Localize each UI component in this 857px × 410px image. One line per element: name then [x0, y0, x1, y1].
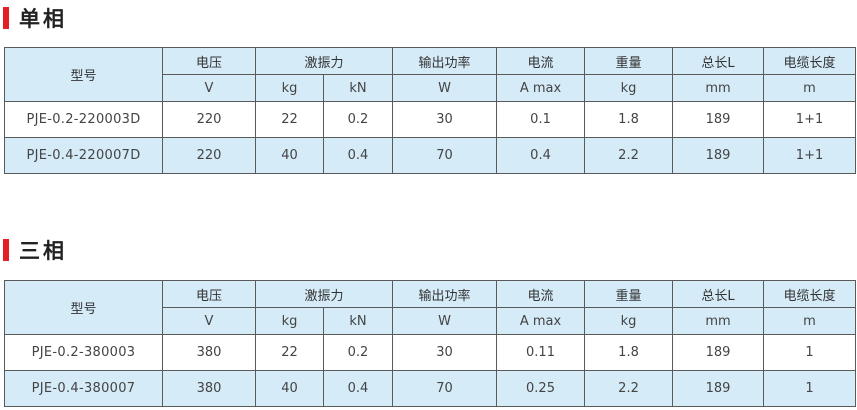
unit-cell: kg	[584, 74, 674, 102]
unit-cell: V	[162, 307, 256, 335]
value-cell: 0.4	[322, 370, 394, 407]
value-cell: 189	[672, 370, 765, 407]
value-cell: 220	[162, 101, 256, 138]
value-cell: 380	[162, 370, 256, 407]
value-cell: 22	[255, 101, 324, 138]
value-cell: 2.2	[584, 137, 674, 174]
model-cell: PJE-0.4-380007	[4, 370, 163, 407]
value-cell: 40	[255, 137, 324, 174]
value-cell: 70	[392, 370, 498, 407]
table-row: PJE-0.4-380007 380 40 0.4 70 0.25 2.2 189 1	[4, 370, 857, 407]
unit-cell: kg	[584, 307, 674, 335]
table-row: PJE-0.2-380003 380 22 0.2 30 0.11 1.8 189 1	[4, 334, 857, 371]
value-cell: 0.2	[322, 334, 394, 371]
header-model: 型号	[4, 280, 163, 335]
model-cell: PJE-0.2-380003	[4, 334, 163, 371]
value-cell: 40	[255, 370, 324, 407]
value-cell: 1	[763, 370, 857, 407]
value-cell: 1.8	[584, 334, 674, 371]
header-row: 型号 电压 激振力 输出功率 电流 重量 总长L 电缆长度	[4, 47, 857, 102]
value-cell: 0.4	[496, 137, 586, 174]
unit-cell: m	[763, 74, 857, 102]
header-current: 电流	[496, 47, 586, 75]
unit-cell: W	[392, 74, 498, 102]
value-cell: 220	[162, 137, 256, 174]
header-length: 总长L	[672, 280, 765, 308]
header-weight: 重量	[584, 47, 674, 75]
header-force: 激振力	[254, 280, 394, 308]
value-cell: 0.1	[496, 101, 586, 138]
value-cell: 0.4	[322, 137, 394, 174]
header-current: 电流	[496, 280, 586, 308]
unit-cell: mm	[672, 307, 765, 335]
value-cell: 2.2	[584, 370, 674, 407]
header-length: 总长L	[672, 47, 765, 75]
header-weight: 重量	[584, 280, 674, 308]
unit-cell: V	[162, 74, 256, 102]
unit-cell: W	[392, 307, 498, 335]
value-cell: 189	[672, 137, 765, 174]
model-cell: PJE-0.4-220007D	[4, 137, 163, 174]
header-power: 输出功率	[392, 280, 498, 308]
header-voltage: 电压	[162, 47, 256, 75]
header-cable: 电缆长度	[763, 280, 857, 308]
value-cell: 189	[672, 334, 765, 371]
value-cell: 1	[763, 334, 857, 371]
header-power: 输出功率	[392, 47, 498, 75]
section-title-text: 单相	[19, 7, 67, 31]
value-cell: 30	[392, 101, 498, 138]
header-model: 型号	[4, 47, 163, 102]
value-cell: 30	[392, 334, 498, 371]
value-cell: 0.11	[496, 334, 586, 371]
unit-cell: kg	[255, 307, 324, 335]
value-cell: 0.25	[496, 370, 586, 407]
unit-cell: kN	[322, 74, 394, 102]
section-title: 单相	[3, 4, 67, 32]
value-cell: 0.2	[322, 101, 394, 138]
value-cell: 1.8	[584, 101, 674, 138]
section-title: 三相	[3, 236, 67, 264]
title-accent-bar	[3, 7, 9, 29]
header-row: 型号 电压 激振力 输出功率 电流 重量 总长L 电缆长度	[4, 280, 857, 335]
unit-cell: m	[763, 307, 857, 335]
title-accent-bar	[3, 239, 9, 261]
value-cell: 1+1	[763, 101, 857, 138]
unit-cell: kg	[255, 74, 324, 102]
header-voltage: 电压	[162, 280, 256, 308]
unit-cell: A max	[496, 74, 586, 102]
header-force: 激振力	[254, 47, 394, 75]
table-row: PJE-0.4-220007D 220 40 0.4 70 0.4 2.2 189 1+1	[4, 137, 857, 174]
header-cable: 电缆长度	[763, 47, 857, 75]
section-title-text: 三相	[19, 239, 67, 263]
unit-cell: kN	[322, 307, 394, 335]
value-cell: 1+1	[763, 137, 857, 174]
value-cell: 380	[162, 334, 256, 371]
value-cell: 189	[672, 101, 765, 138]
table-row: PJE-0.2-220003D 220 22 0.2 30 0.1 1.8 189 1+1	[4, 101, 857, 138]
model-cell: PJE-0.2-220003D	[4, 101, 163, 138]
unit-cell: mm	[672, 74, 765, 102]
unit-cell: A max	[496, 307, 586, 335]
value-cell: 22	[255, 334, 324, 371]
value-cell: 70	[392, 137, 498, 174]
